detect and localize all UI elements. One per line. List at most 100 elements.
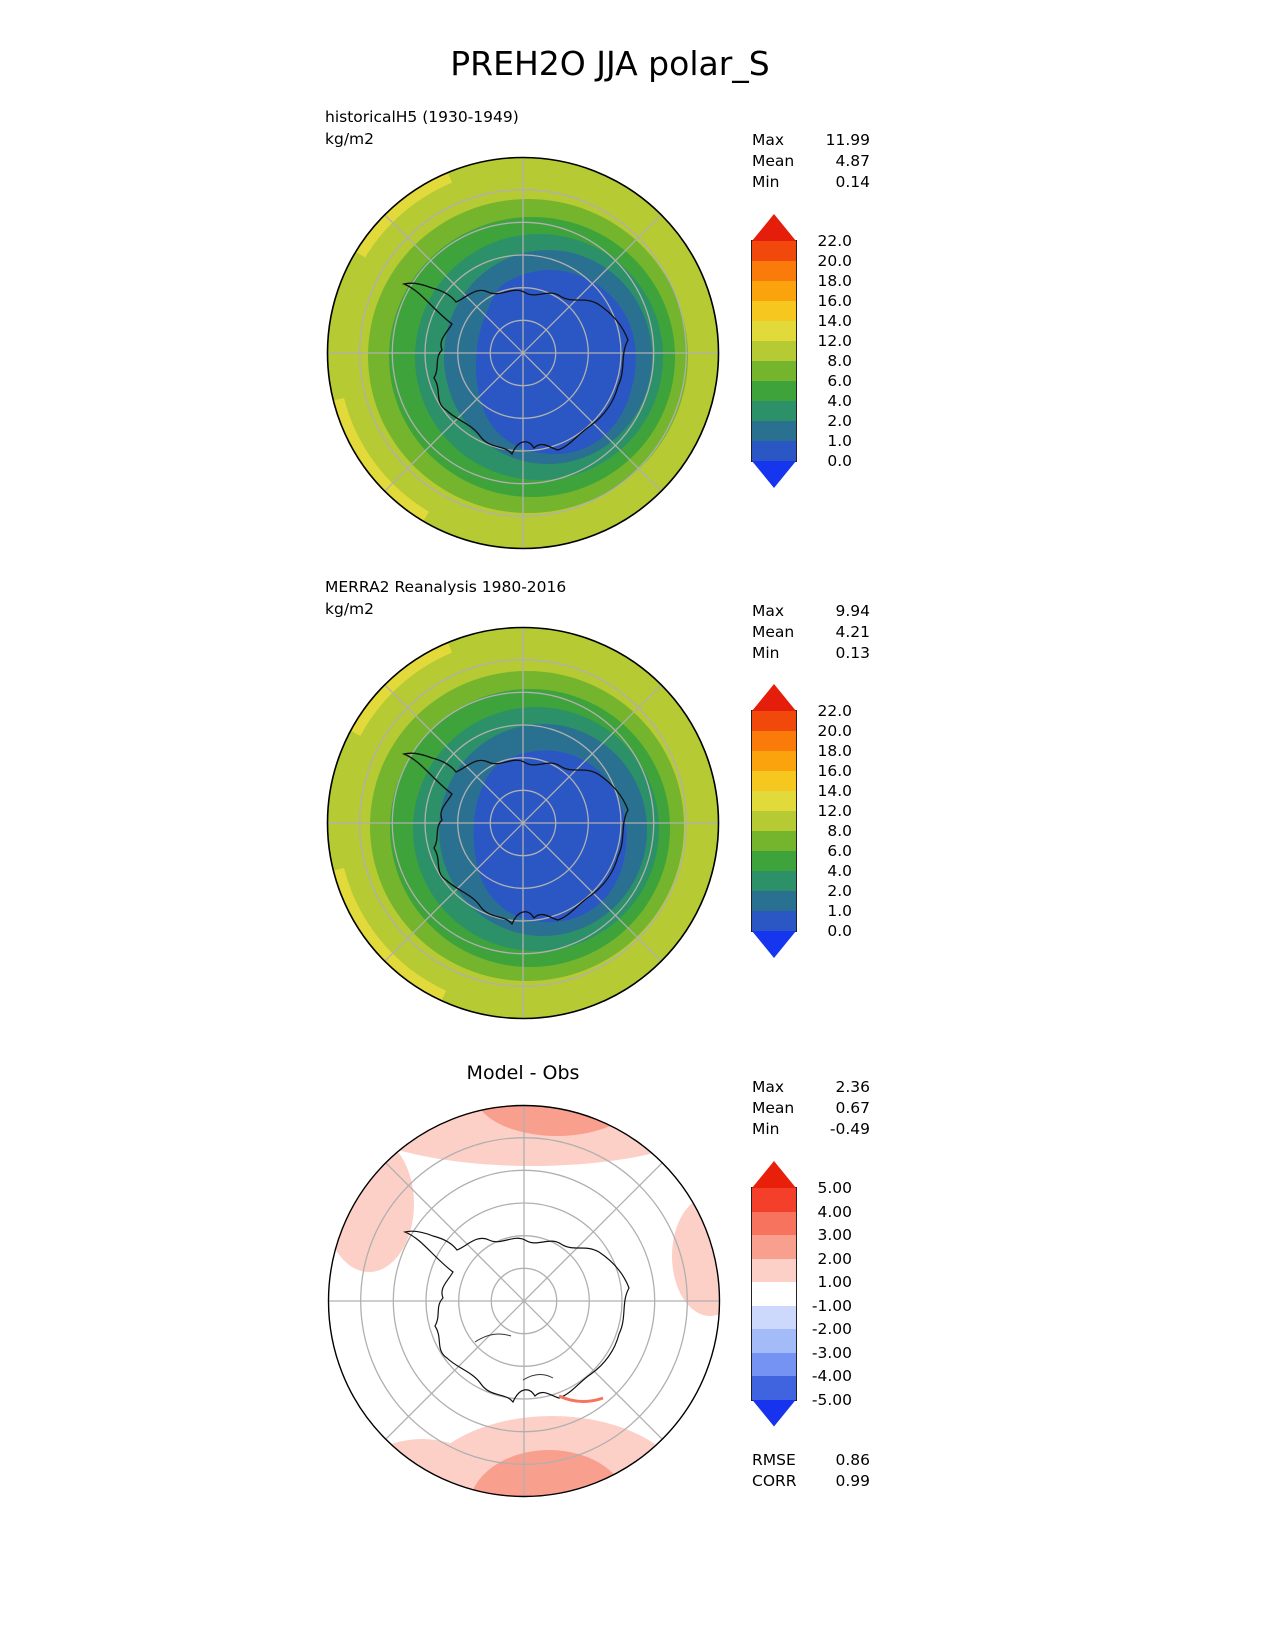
colorbar-tick: -2.00	[811, 1320, 852, 1338]
colorbar-tick: 6.0	[827, 842, 852, 860]
panel3-metrics: RMSE 0.86 CORR 0.99	[752, 1450, 870, 1492]
metric-value: 0.86	[835, 1451, 870, 1469]
stat-name: Max	[752, 602, 785, 620]
stat-name: Mean	[752, 623, 795, 641]
metric-name: RMSE	[752, 1451, 796, 1469]
panel3-map	[327, 1104, 721, 1498]
stat-name: Min	[752, 644, 780, 662]
colorbar-seg	[752, 1258, 796, 1282]
colorbar-tick: 1.0	[827, 432, 852, 450]
ice-shelf-line	[522, 1374, 554, 1381]
colorbar-arrow-up-icon	[752, 1161, 796, 1188]
colorbar-seg	[752, 791, 796, 811]
colorbar-seg	[752, 1329, 796, 1353]
panel3-stats: Max 2.36 Mean 0.67 Min -0.49	[752, 1077, 870, 1140]
colorbar-seg	[752, 751, 796, 771]
stat-value: 0.67	[835, 1099, 870, 1117]
stat-row: Max 11.99	[752, 130, 870, 151]
colorbar-tick: 4.0	[827, 862, 852, 880]
colorbar-seg	[752, 1211, 796, 1235]
colorbar-seg	[752, 831, 796, 851]
colorbar-tick: 18.0	[817, 742, 852, 760]
stat-name: Max	[752, 1078, 785, 1096]
metric-value: 0.99	[835, 1472, 870, 1490]
panel1-stats: Max 11.99 Mean 4.87 Min 0.14	[752, 130, 870, 193]
panel2-header: MERRA2 Reanalysis 1980-2016 kg/m2	[325, 576, 566, 620]
stat-name: Mean	[752, 152, 795, 170]
colorbar-seg	[752, 1188, 796, 1212]
colorbar-tick: -4.00	[811, 1367, 852, 1385]
colorbar-tick: 4.00	[817, 1202, 852, 1221]
stat-value: 0.14	[835, 173, 870, 191]
colorbar-bar	[751, 710, 797, 932]
panel2-colorbar: 22.0 20.0 18.0 16.0 14.0 12.0 8.0 6.0 4.…	[751, 684, 852, 958]
antarctica-coastline	[403, 1230, 630, 1404]
colorbar-tick: -1.00	[811, 1296, 852, 1315]
stat-row: Mean 0.67	[752, 1098, 870, 1119]
stat-name: Min	[752, 1120, 780, 1138]
diff-red-coastal-arc	[558, 1394, 604, 1403]
figure-title: PREH2O JJA polar_S	[450, 44, 770, 83]
stat-row: Mean 4.87	[752, 151, 870, 172]
colorbar-arrow-down-icon	[752, 461, 796, 488]
colorbar-arrow-down-icon	[752, 931, 796, 958]
colorbar-seg	[752, 851, 796, 871]
colorbar-arrow-up-icon	[752, 214, 796, 241]
colorbar-seg	[752, 1305, 796, 1329]
metric-row: CORR 0.99	[752, 1471, 870, 1492]
panel2-title: MERRA2 Reanalysis 1980-2016	[325, 578, 567, 596]
panel1-units: kg/m2	[325, 130, 374, 148]
stat-row: Min -0.49	[752, 1119, 870, 1140]
colorbar-tick: 1.0	[827, 902, 852, 920]
field-0-1	[473, 750, 627, 923]
panel1-title: historicalH5 (1930-1949)	[325, 108, 519, 126]
colorbar-seg	[752, 281, 796, 301]
colorbar-seg	[752, 711, 796, 731]
stat-row: Min 0.13	[752, 643, 870, 664]
colorbar-tick: 2.00	[817, 1249, 852, 1268]
panel1-colorbar: 22.0 20.0 18.0 16.0 14.0 12.0 8.0 6.0 4.…	[751, 214, 852, 488]
stat-row: Min 0.14	[752, 172, 870, 193]
colorbar-tick: 0.0	[827, 452, 852, 470]
panel2-map	[326, 626, 720, 1020]
graticule	[327, 627, 719, 1019]
colorbar-seg	[752, 301, 796, 321]
stat-row: Max 9.94	[752, 601, 870, 622]
stat-row: Mean 4.21	[752, 622, 870, 643]
stat-value: 11.99	[825, 131, 870, 149]
colorbar-arrow-up-icon	[752, 684, 796, 711]
map-boundary	[327, 1104, 721, 1498]
colorbar-seg	[752, 1352, 796, 1376]
colorbar-seg	[752, 361, 796, 381]
colorbar-tick: 20.0	[817, 722, 852, 740]
antarctica-coastline	[401, 282, 629, 456]
graticule	[327, 157, 719, 549]
colorbar-seg	[752, 1235, 796, 1259]
colorbar-seg	[752, 891, 796, 911]
diff-salmon-bottom-patch	[469, 1450, 629, 1497]
panel1-map	[326, 156, 720, 550]
stat-value: 9.94	[835, 602, 870, 620]
colorbar-bar	[751, 1187, 797, 1401]
colorbar-tick: 5.00	[817, 1179, 852, 1197]
panel3-title: Model - Obs	[466, 1062, 580, 1084]
colorbar-tick: 2.0	[827, 882, 852, 900]
colorbar-tick: 14.0	[817, 312, 852, 330]
colorbar-tick: -5.00	[811, 1390, 852, 1409]
colorbar-tick: 2.0	[827, 412, 852, 430]
stat-value: 4.87	[835, 152, 870, 170]
stat-row: Max 2.36	[752, 1077, 870, 1098]
colorbar-tick: 8.0	[827, 822, 852, 840]
colorbar-seg	[752, 1282, 796, 1306]
colorbar-tick: 20.0	[817, 252, 852, 270]
panel2-units: kg/m2	[325, 600, 374, 618]
map-boundary	[326, 626, 720, 1020]
colorbar-seg	[752, 261, 796, 281]
colorbar-tick: 16.0	[817, 292, 852, 310]
colorbar-seg	[752, 381, 796, 401]
panel2-stats: Max 9.94 Mean 4.21 Min 0.13	[752, 601, 870, 664]
colorbar-tick: 12.0	[817, 802, 852, 820]
colorbar-seg	[752, 421, 796, 441]
colorbar-tick: 1.00	[817, 1273, 852, 1291]
